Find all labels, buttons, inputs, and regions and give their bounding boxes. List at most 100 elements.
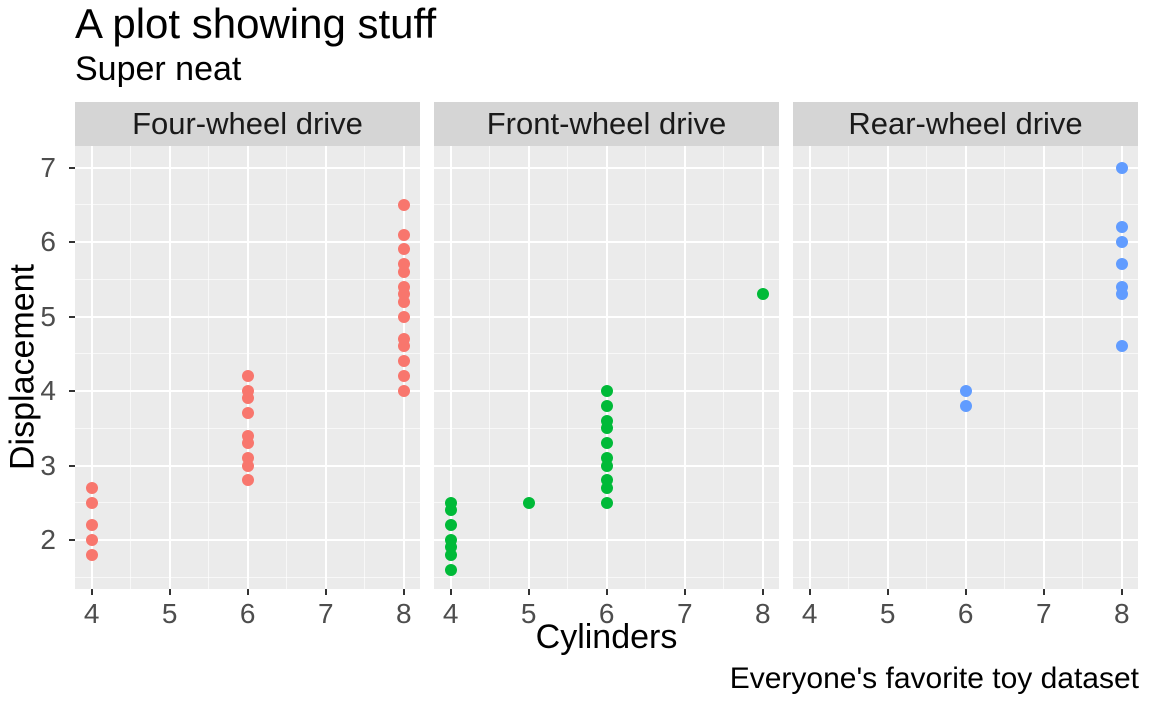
facet-strip: Four-wheel drive <box>75 102 420 146</box>
x-tick-label: 6 <box>957 598 974 629</box>
x-major-gridline <box>527 146 530 589</box>
data-point <box>1115 340 1128 353</box>
x-tick-label: 7 <box>676 598 693 629</box>
x-tick-mark <box>886 589 889 595</box>
x-minor-gridline <box>723 146 725 589</box>
x-major-gridline <box>761 146 764 589</box>
data-point <box>600 385 613 397</box>
x-tick-mark <box>527 589 530 595</box>
x-tick-label: 4 <box>442 598 459 629</box>
x-tick-mark <box>90 589 93 595</box>
x-tick-mark <box>761 589 764 595</box>
facet-strip: Rear-wheel drive <box>793 102 1138 146</box>
y-major-gridline <box>793 166 1138 169</box>
x-tick-label: 4 <box>801 598 818 629</box>
data-point <box>397 332 410 345</box>
data-point <box>85 496 98 509</box>
plot-subtitle: Super neat <box>75 50 242 88</box>
x-minor-gridline <box>208 146 210 589</box>
x-tick-label: 5 <box>161 598 178 629</box>
data-point <box>85 548 98 561</box>
y-axis-title: Displacement <box>3 264 42 471</box>
data-point <box>756 288 769 301</box>
data-point <box>397 280 410 293</box>
data-point <box>600 437 613 450</box>
data-point <box>444 496 457 509</box>
x-tick-mark <box>964 589 967 595</box>
x-tick-mark <box>402 589 405 595</box>
x-axis-title: Cylinders <box>535 618 678 656</box>
data-point <box>600 474 613 487</box>
data-point <box>600 399 613 412</box>
x-minor-gridline <box>489 146 491 589</box>
y-major-gridline <box>793 315 1138 318</box>
facet-panel <box>434 146 779 589</box>
y-tick-label: 6 <box>40 226 56 257</box>
data-point <box>397 370 410 383</box>
x-major-gridline <box>808 146 811 589</box>
x-tick-label: 8 <box>396 598 412 629</box>
data-point <box>85 519 98 532</box>
x-major-gridline <box>1120 146 1123 589</box>
y-tick-label: 4 <box>40 375 56 406</box>
x-tick-label: 7 <box>317 598 334 629</box>
facet-four-wheel-drive: Four-wheel drive 4 5 6 7 8 <box>75 102 420 631</box>
y-tick-mark <box>69 315 75 318</box>
x-tick-label: 5 <box>879 598 896 629</box>
data-point <box>444 534 457 546</box>
x-tick-label: 5 <box>520 598 537 629</box>
x-major-gridline <box>886 146 889 589</box>
plot-caption: Everyone's favorite toy dataset <box>729 662 1139 695</box>
data-point <box>241 407 254 420</box>
x-major-gridline <box>324 146 327 589</box>
y-major-gridline <box>793 464 1138 467</box>
y-major-gridline <box>75 166 420 169</box>
x-major-gridline <box>90 146 93 589</box>
data-point <box>600 414 613 427</box>
x-tick-mark <box>683 589 686 595</box>
x-major-gridline <box>1042 146 1045 589</box>
x-major-gridline <box>683 146 686 589</box>
facet-strip-label: Front-wheel drive <box>486 106 727 141</box>
x-tick-mark <box>605 589 608 595</box>
data-point <box>241 452 254 465</box>
data-point <box>397 385 410 397</box>
data-point <box>1115 161 1128 174</box>
data-point <box>444 519 457 532</box>
x-tick-label: 7 <box>1035 598 1052 629</box>
y-tick-mark <box>69 241 75 243</box>
x-axis: 4 5 6 7 8 <box>75 589 420 631</box>
x-major-gridline <box>449 146 452 589</box>
y-major-gridline <box>75 241 420 243</box>
data-point <box>444 563 457 576</box>
facet-strip-label: Four-wheel drive <box>132 106 363 141</box>
facet-front-wheel-drive: Front-wheel drive 4 5 6 7 8 <box>434 102 779 631</box>
data-point <box>1115 221 1128 234</box>
data-point <box>600 452 613 465</box>
x-minor-gridline <box>567 146 569 589</box>
plot-title: A plot showing stuff <box>75 0 437 47</box>
facet-strip: Front-wheel drive <box>434 102 779 146</box>
x-minor-gridline <box>926 146 928 589</box>
data-point <box>959 399 972 412</box>
facet-rear-wheel-drive: Rear-wheel drive 4 5 6 7 8 <box>793 102 1138 631</box>
y-tick-mark <box>69 464 75 467</box>
data-point <box>85 534 98 546</box>
y-tick-mark <box>69 539 75 541</box>
data-point <box>1115 236 1128 248</box>
y-major-gridline <box>434 539 779 541</box>
x-tick-mark <box>324 589 327 595</box>
x-major-gridline <box>168 146 171 589</box>
data-point <box>397 258 410 271</box>
x-tick-mark <box>1042 589 1045 595</box>
x-minor-gridline <box>1004 146 1006 589</box>
x-tick-label: 6 <box>239 598 256 629</box>
x-tick-label: 8 <box>1114 598 1130 629</box>
x-axis: 4 5 6 7 8 <box>793 589 1138 631</box>
data-point <box>522 496 535 509</box>
x-minor-gridline <box>848 146 850 589</box>
y-tick-label: 5 <box>40 300 56 332</box>
data-point <box>241 474 254 487</box>
x-minor-gridline <box>130 146 132 589</box>
